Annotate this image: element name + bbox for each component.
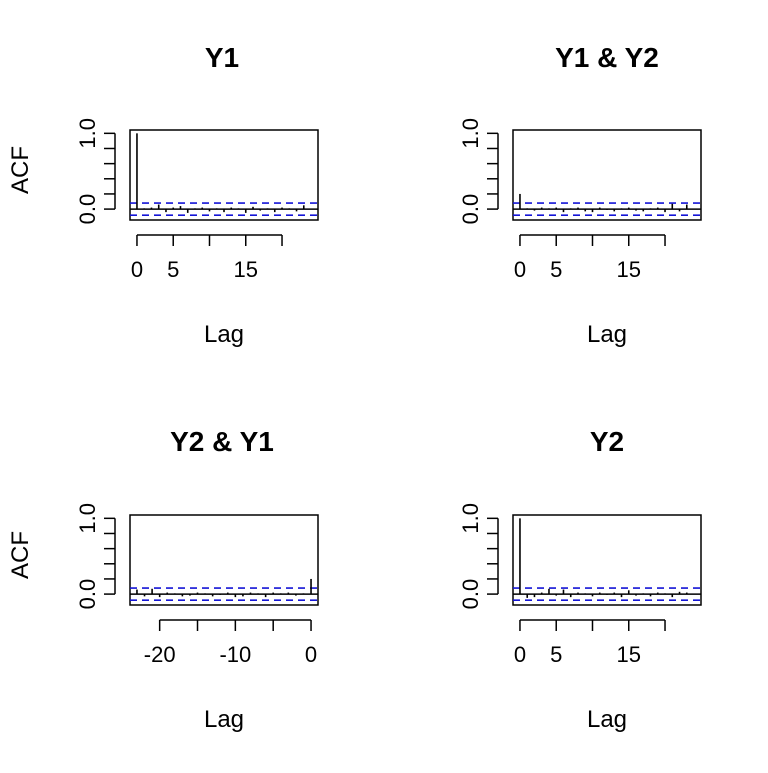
x-tick-label: 5: [550, 257, 562, 282]
x-tick-label: 15: [617, 642, 641, 667]
acf-panel-1: Y1 0.0 1.0 0 5 15 Lag ACF: [7, 42, 319, 348]
panel-title: Y2 & Y1: [170, 426, 274, 457]
x-axis-label: Lag: [587, 706, 627, 733]
y-axis-label: ACF: [7, 146, 34, 194]
x-axis-label: Lag: [204, 321, 244, 348]
y-tick-label: 1.0: [458, 118, 483, 149]
plot-frame: [129, 514, 319, 606]
x-tick-label: 0: [514, 642, 526, 667]
panel-title: Y1: [205, 42, 239, 73]
x-tick-label: 15: [234, 257, 258, 282]
y-tick-label: 0.0: [75, 194, 100, 225]
y-tick-label: 1.0: [458, 503, 483, 534]
y-tick-label: 1.0: [75, 118, 100, 149]
y-axis-label: ACF: [7, 531, 34, 579]
plot-frame: [512, 514, 702, 606]
x-tick-label: -10: [219, 642, 251, 667]
y-tick-label: 0.0: [458, 579, 483, 610]
x-tick-label: -20: [144, 642, 176, 667]
acf-panel-3: Y2 & Y1 0.0 1.0 -20 -10 0 Lag ACF: [7, 426, 319, 733]
x-tick-label: 5: [167, 257, 179, 282]
panel-title: Y2: [590, 426, 624, 457]
y-tick-label: 0.0: [458, 194, 483, 225]
x-axis-label: Lag: [587, 321, 627, 348]
x-tick-label: 15: [617, 257, 641, 282]
plot-frame: [129, 129, 319, 221]
x-axis-label: Lag: [204, 706, 244, 733]
x-tick-label: 0: [514, 257, 526, 282]
acf-panel-4: Y2 0.0 1.0 0 5 15 Lag: [458, 426, 702, 733]
y-tick-label: 1.0: [75, 503, 100, 534]
x-tick-label: 5: [550, 642, 562, 667]
y-tick-label: 0.0: [75, 579, 100, 610]
plot-frame: [512, 129, 702, 221]
panel-title: Y1 & Y2: [555, 42, 659, 73]
acf-panel-2: Y1 & Y2 0.0 1.0 0 5 15 Lag: [458, 42, 702, 348]
x-tick-label: 0: [131, 257, 143, 282]
x-tick-label: 0: [305, 642, 317, 667]
